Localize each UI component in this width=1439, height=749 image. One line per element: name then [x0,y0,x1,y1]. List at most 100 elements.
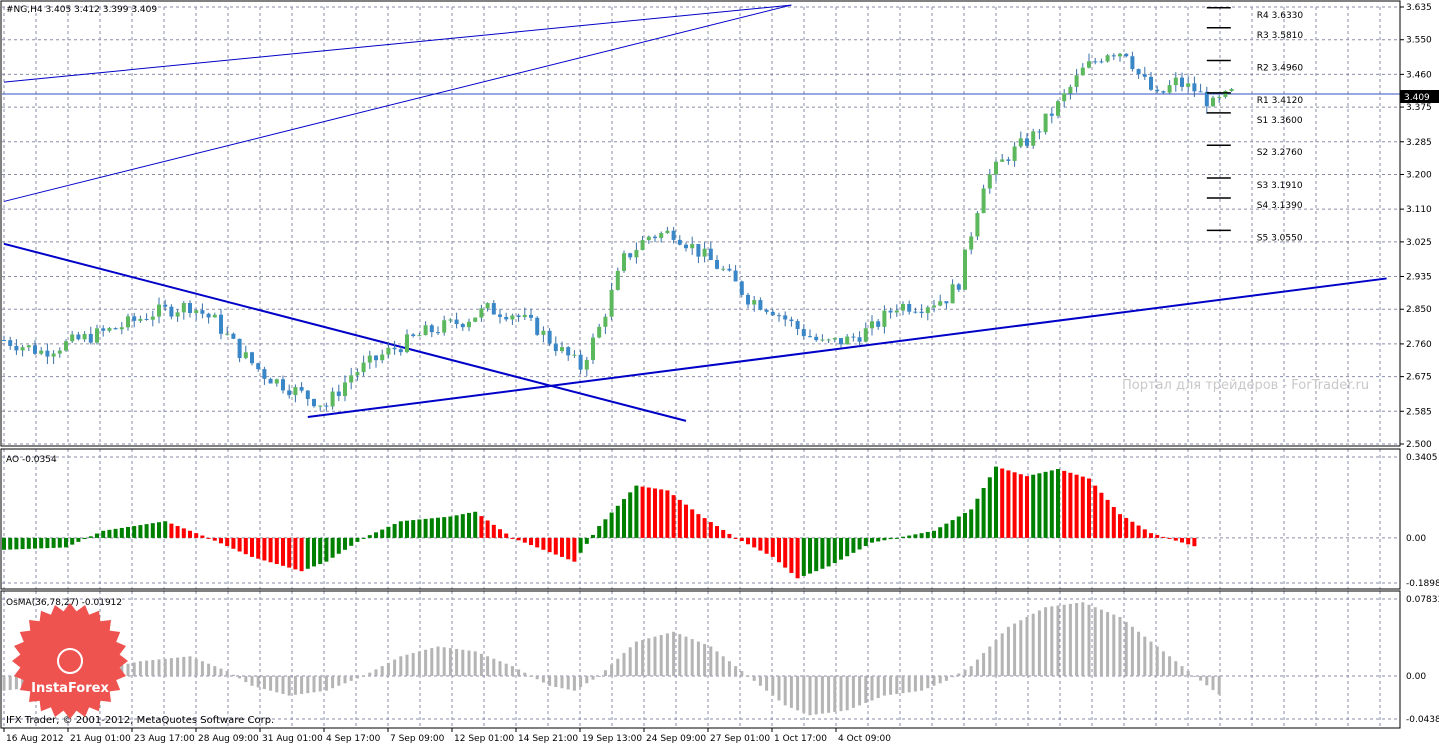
candle-body [225,333,230,335]
osma-bar [324,675,328,691]
ao-bar [826,537,831,567]
ao-bar [845,537,850,557]
candle-body [281,379,285,391]
pivot-label-r1: R1 3.4120 [1257,96,1304,106]
candle-body [423,325,428,336]
ao-bar [194,533,199,538]
ao-bar [1012,472,1017,538]
ao-bar [541,537,546,550]
candle-body [1223,91,1228,97]
ao-bar [498,529,502,538]
candle-body [20,347,25,351]
osma-bar [1056,605,1060,676]
ao-bar [553,537,558,555]
y-tick-label: 2.935 [1406,273,1432,283]
candle-body [684,244,688,249]
candle-body [157,304,161,317]
osma-bar [250,675,254,686]
osma-bar [312,675,316,693]
candle-body [752,300,757,305]
ao-bar [454,515,459,538]
x-tick-label: 19 Sep 13:00 [582,734,642,744]
ao-bar [126,526,130,538]
candle-body [963,249,967,290]
osma-bar [653,636,657,676]
candle-body [95,328,99,343]
pivot-label-r3: R3 3.5810 [1257,31,1304,41]
candle-body [671,230,676,240]
candle-body [1142,74,1147,77]
osma-bar [963,669,967,676]
osma-bar [585,675,589,684]
osma-bar [1081,602,1085,676]
ao-bar [994,466,998,538]
osma-bar [926,675,930,689]
ao-bar [1111,507,1116,538]
ao-bar [64,537,68,548]
osma-bar [386,662,390,676]
trend-line[interactable] [3,242,687,422]
osma-bar [318,675,322,692]
osma-bar [920,675,924,691]
candle-body [274,379,279,384]
candle-body [57,350,62,354]
candle-body [237,338,242,359]
osma-bar [374,669,378,676]
trend-line[interactable] [307,277,1387,419]
candle-body [1087,61,1091,68]
candle-body [1167,85,1172,93]
ao-bar [578,537,583,553]
candle-body [343,382,347,396]
x-tick-label: 27 Sep 01:00 [710,734,770,744]
osma-bar [1124,621,1128,676]
candle-body [640,240,645,250]
osma-bar [467,650,471,676]
candle-body [33,345,37,354]
ao-bar [392,524,397,538]
watermark-text: Портал для трейдеров - ForTrader.ru [1122,378,1369,393]
trend-line[interactable] [3,4,792,202]
candle-body [101,328,106,331]
candle-body [882,310,887,327]
osma-bar [1149,641,1153,676]
osma-bar [529,675,533,677]
ao-bar [591,534,595,538]
osma-bar [417,651,421,676]
osma-bar [448,648,452,676]
candle-body [1130,56,1135,70]
current-price-value: 3.409 [1404,93,1430,103]
candle-body [1006,159,1011,161]
candle-body [733,270,738,282]
x-tick-label: 24 Sep 09:00 [646,734,706,744]
ao-bar [14,537,19,550]
osma-bar [14,675,18,690]
ao-bar [901,536,905,538]
y-tick-label: 3.110 [1406,205,1432,215]
osma-bar [343,675,347,684]
ao-bar [1130,521,1135,538]
candle-body [175,312,180,317]
osma-bar [1155,646,1159,676]
osma-bar [461,649,465,676]
candle-body [367,355,372,363]
osma-bar [882,675,886,696]
ao-bar [163,521,168,538]
osma-bar [560,675,564,689]
osma-bar [895,675,899,694]
osma-bar [1186,671,1190,676]
ao-bar [1161,536,1166,538]
candle-body [188,303,192,313]
panel-frame [0,448,1401,590]
ao-bar [287,537,292,568]
ao-bar [225,537,230,547]
ao-bar [870,537,874,543]
candle-body [584,359,589,370]
candle-body [975,213,980,237]
candle-body [1099,61,1104,63]
osma-bar [293,675,297,695]
trend-line[interactable] [3,4,792,83]
ao-bar [919,533,924,538]
candle-body [770,311,775,316]
